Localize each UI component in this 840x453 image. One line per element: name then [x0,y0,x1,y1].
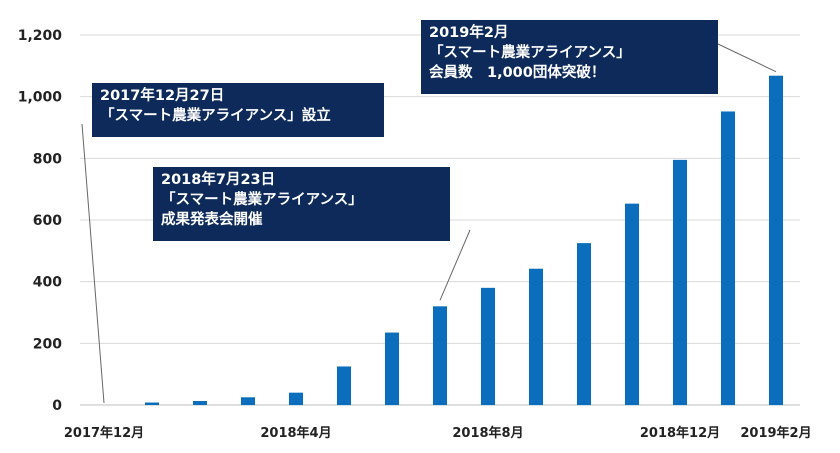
bar [241,397,255,405]
bar [721,111,735,405]
annotation-line: 2019年2月 [429,25,509,41]
x-tick-label: 2018年4月 [260,425,331,441]
y-tick-label: 800 [33,151,62,167]
annotation-line: 2018年7月23日 [161,172,276,188]
bar [385,332,399,405]
bar [193,400,207,405]
y-tick-label: 600 [33,213,62,229]
annotation-leader-line [81,123,105,404]
annotation-leader-line [439,229,471,301]
x-tick-label: 2018年8月 [452,425,523,441]
annotation-line: 会員数 1,000団体突破！ [429,65,606,81]
bar [433,306,447,405]
annotation-line: 「スマート農業アライアンス」 [161,192,363,208]
x-tick-label: 2017年12月 [64,425,144,441]
annotation-members-milestone: 2019年2月 「スマート農業アライアンス」 会員数 1,000団体突破！ [421,20,718,94]
bar [145,402,159,405]
y-tick-label: 200 [33,336,62,352]
x-tick-label: 2018年12月 [640,425,720,441]
y-tick-label: 400 [33,275,62,291]
bar [529,268,543,405]
bar [673,159,687,405]
y-tick-label: 1,200 [18,28,63,44]
annotation-line: 「スマート農業アライアンス」 [429,45,631,61]
x-tick-label: 2019年2月 [740,425,811,441]
y-tick-label: 0 [52,398,62,414]
annotation-leader-line [717,43,777,73]
annotation-line: 成果発表会開催 [161,212,263,228]
bar [577,243,591,405]
bar [289,392,303,405]
bar [481,287,495,405]
annotation-established: 2017年12月27日 「スマート農業アライアンス」設立 [92,83,384,137]
bar [337,366,351,405]
bar [769,75,783,405]
annotation-line: 2017年12月27日 [100,88,225,104]
annotation-results-meeting: 2018年7月23日 「スマート農業アライアンス」 成果発表会開催 [153,167,450,241]
bar [625,203,639,405]
annotation-line: 「スマート農業アライアンス」設立 [100,108,331,124]
y-tick-label: 1,000 [18,90,63,106]
